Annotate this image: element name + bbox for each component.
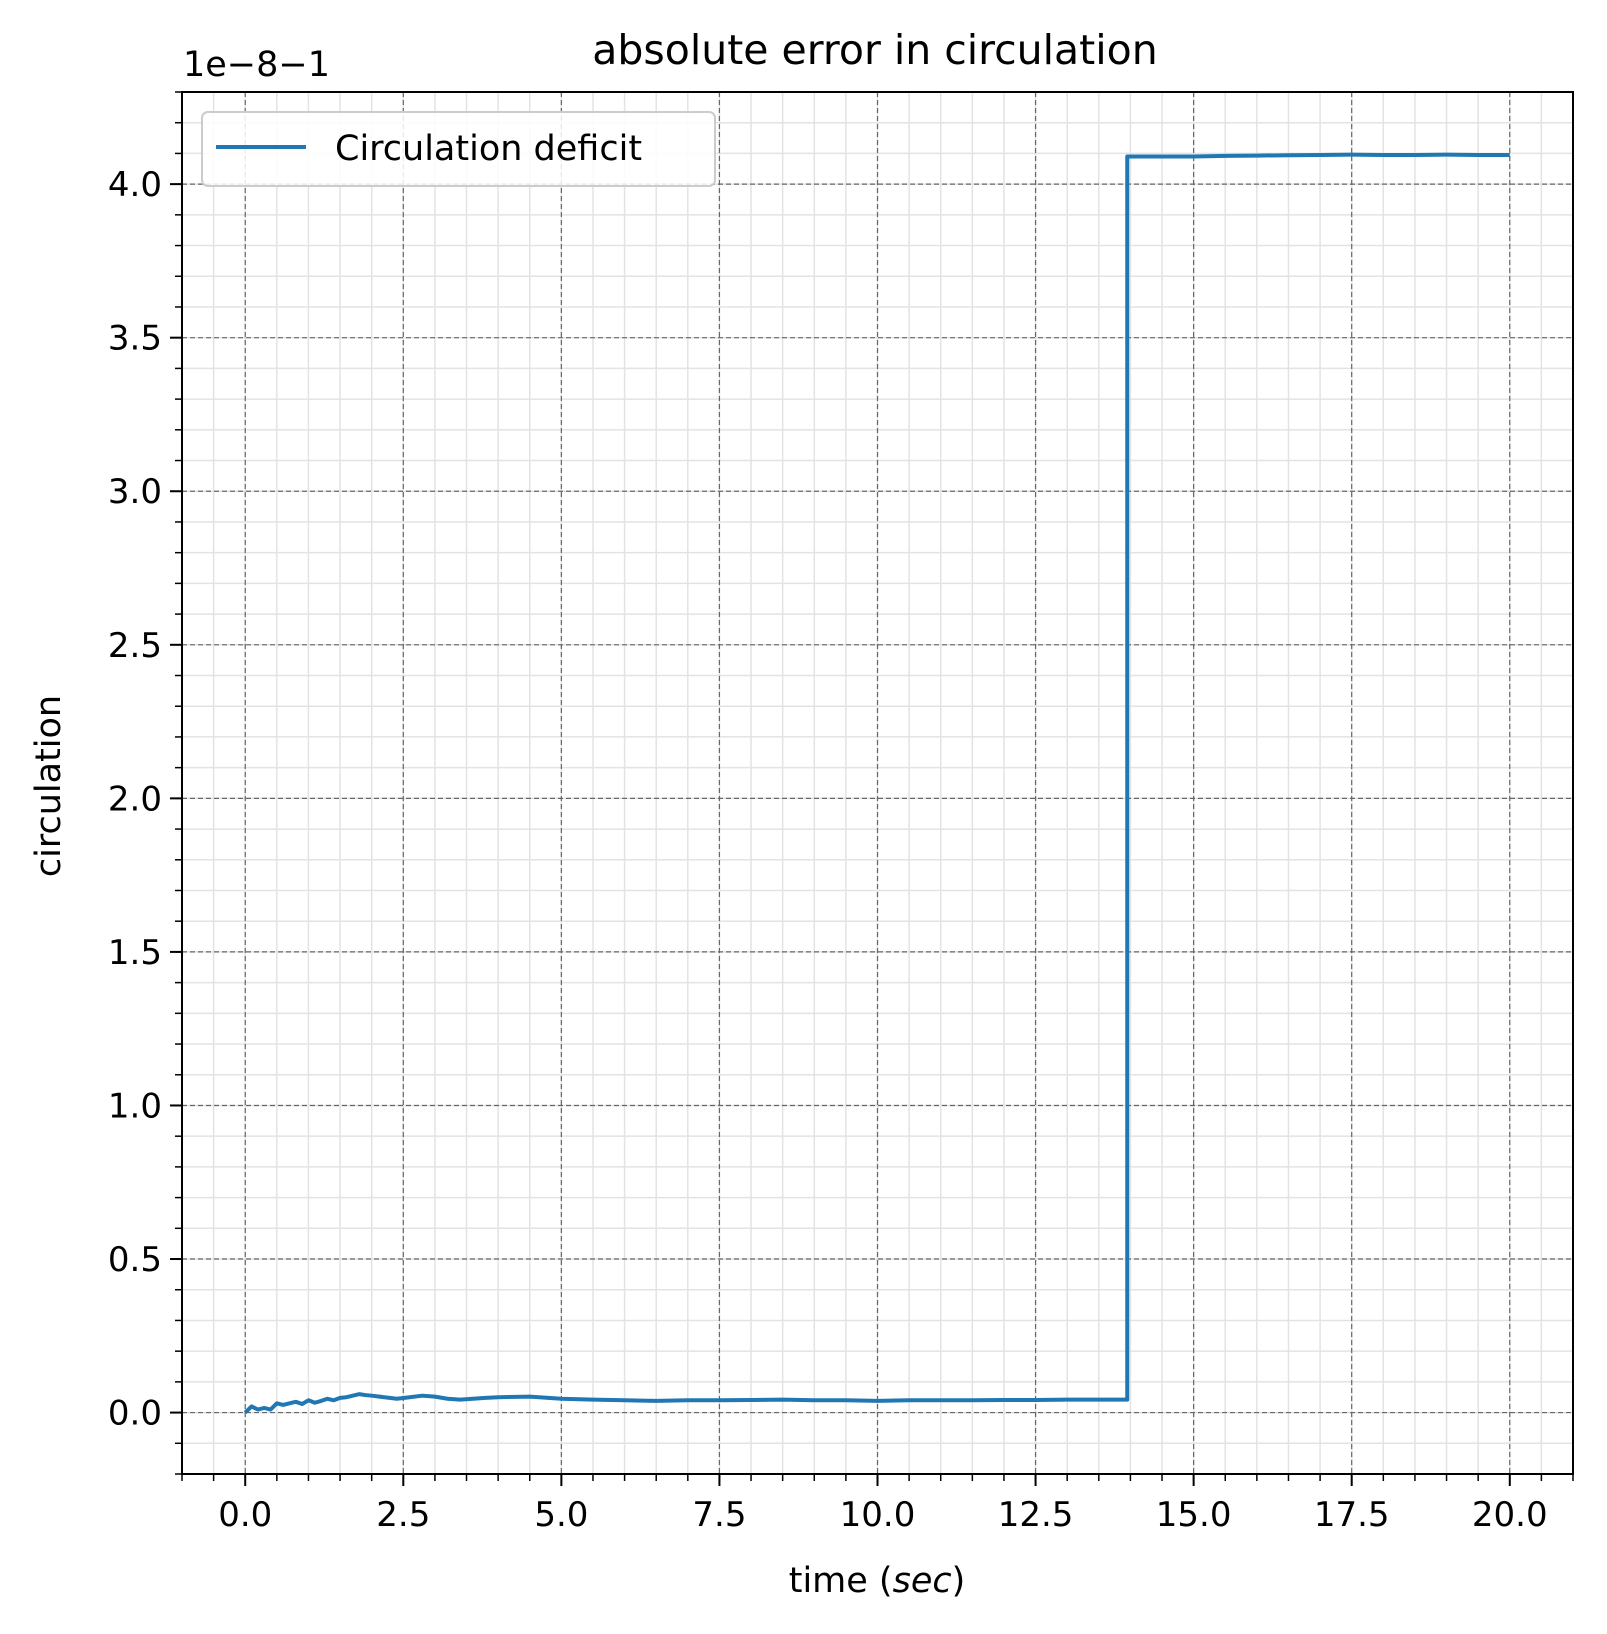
x-tick-label: 15.0 xyxy=(1156,1495,1232,1535)
x-axis-label-suffix: ) xyxy=(952,1561,966,1601)
x-tick-label: 20.0 xyxy=(1472,1495,1548,1535)
ticks-layer xyxy=(170,91,1574,1486)
y-tick-label: 4.0 xyxy=(108,165,162,205)
legend-box xyxy=(201,111,716,187)
x-tick-label: 5.0 xyxy=(534,1495,588,1535)
legend: Circulation deficit xyxy=(201,111,716,187)
x-tick-label: 10.0 xyxy=(840,1495,916,1535)
x-tick-label: 12.5 xyxy=(998,1495,1074,1535)
y-tick-label: 1.0 xyxy=(108,1086,162,1126)
y-tick-label: 2.0 xyxy=(108,779,162,819)
x-tick-label: 2.5 xyxy=(376,1495,430,1535)
tick-labels: 0.0 2.5 5.0 7.5 10.0 12.5 15.0 17.5 20.0 0.0 0.5 1.… xyxy=(108,165,1548,1535)
x-axis-label-prefix: time ( xyxy=(789,1561,893,1601)
y-tick-label: 2.5 xyxy=(108,626,162,666)
y-tick-label: 1.5 xyxy=(108,933,162,973)
series-layer xyxy=(243,152,1510,1415)
y-tick-label: 3.5 xyxy=(108,319,162,359)
y-tick-label: 0.5 xyxy=(108,1240,162,1280)
legend-label: Circulation deficit xyxy=(335,129,642,169)
y-axis-label: circulation xyxy=(29,695,69,877)
series-line-circulation-deficit xyxy=(243,152,1510,1415)
x-axis-label-unit: sec xyxy=(893,1561,952,1601)
y-tick-label: 0.0 xyxy=(108,1394,162,1434)
x-tick-label: 0.0 xyxy=(218,1495,272,1535)
x-axis-label: time (sec) xyxy=(789,1561,966,1601)
chart-title: absolute error in circulation xyxy=(592,26,1157,74)
major-grid xyxy=(182,92,1573,1474)
y-offset-label: 1e−8−1 xyxy=(183,45,330,85)
y-tick-label: 3.0 xyxy=(108,472,162,512)
x-tick-label: 7.5 xyxy=(692,1495,746,1535)
x-tick-label: 17.5 xyxy=(1314,1495,1390,1535)
